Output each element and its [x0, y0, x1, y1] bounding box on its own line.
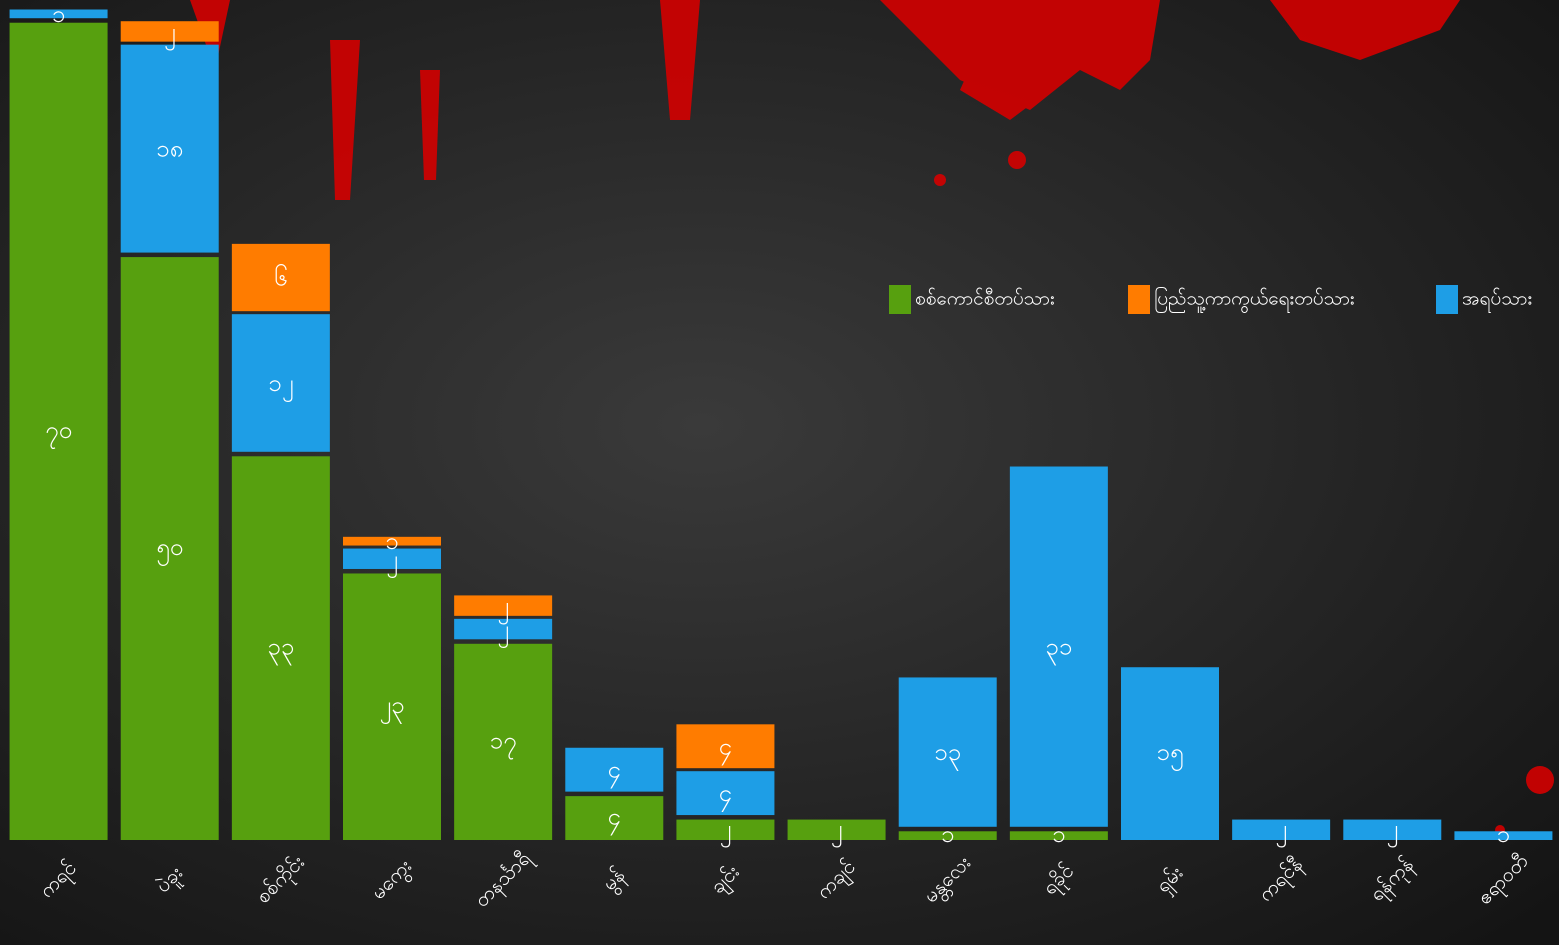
legend-swatch [889, 285, 911, 314]
value-label: ၁ [1497, 820, 1511, 848]
value-label: ၁၈ [156, 135, 183, 163]
legend-label: အရပ်သား [1462, 287, 1532, 314]
legend-label: ပြည်သူ့ကာကွယ်ရေးတပ်သား [1154, 286, 1355, 314]
value-label: ၁ [52, 0, 66, 28]
legend-swatch [1436, 285, 1458, 314]
chart: ၇၀၁ကရင်၅၀၁၈၂ပဲခူး၃၃၁၂၆စစ်ကိုင်း၂၃၂၁မကွေး… [0, 0, 1559, 945]
legend-label: စစ်ကောင်စီတပ်သား [915, 287, 1055, 310]
legend-swatch [1128, 285, 1150, 314]
page: {"chart_data": {"type": "stacked_bar", "… [0, 0, 1559, 945]
value-label: ၁ [385, 527, 399, 555]
value-label: ၆ [274, 263, 288, 292]
